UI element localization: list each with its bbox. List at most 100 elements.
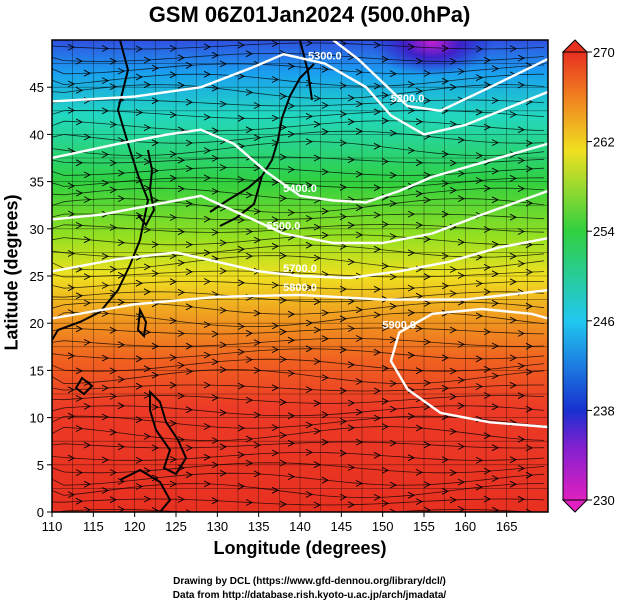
wind-arrow — [177, 330, 186, 337]
colorbar-ticks: 230 238 246 254 262 270 — [587, 45, 615, 508]
wind-arrow — [491, 196, 500, 204]
wind-arrow — [237, 279, 246, 287]
wind-arrow — [271, 424, 280, 432]
wind-arrow — [407, 147, 416, 154]
wind-arrow — [109, 496, 118, 504]
wind-arrow — [237, 348, 246, 356]
wind-arrow — [101, 354, 110, 362]
wind-arrow — [441, 456, 450, 464]
colorbar-tick-label: 270 — [593, 45, 615, 60]
wind-arrow — [321, 231, 330, 239]
streamline — [52, 84, 545, 100]
streamline — [52, 141, 545, 157]
wind-arrow — [415, 221, 424, 229]
contour-line — [52, 53, 548, 136]
wind-arrow — [347, 118, 356, 126]
wind-arrow — [177, 288, 186, 296]
wind-arrow — [279, 194, 288, 202]
wind-arrow — [151, 507, 160, 512]
wind-arrow — [75, 86, 84, 94]
wind-arrow — [373, 211, 382, 219]
wind-arrow — [211, 84, 220, 92]
wind-arrow — [245, 50, 254, 58]
wind-arrow — [475, 483, 484, 491]
wind-arrow — [457, 443, 466, 450]
wind-arrow — [117, 298, 126, 306]
streamline — [52, 63, 545, 75]
wind-arrow — [517, 126, 526, 134]
wind-arrow — [457, 340, 466, 348]
wind-arrow — [67, 210, 76, 218]
wind-arrow — [457, 272, 466, 279]
wind-arrow — [441, 487, 450, 495]
wind-arrow — [83, 196, 92, 204]
wind-arrow — [135, 45, 144, 53]
wind-arrow — [321, 128, 330, 136]
wind-arrow — [203, 351, 212, 359]
wind-arrow — [253, 470, 262, 478]
coastline-taiwan — [136, 306, 148, 339]
wind-arrow — [457, 478, 466, 486]
wind-arrow — [143, 432, 152, 440]
wind-arrow — [517, 260, 526, 268]
wind-arrow — [509, 381, 518, 389]
wind-arrow — [517, 495, 526, 503]
coastlines — [52, 40, 315, 512]
wind-arrow — [279, 500, 288, 508]
wind-arrow — [279, 328, 288, 336]
wind-arrow — [237, 216, 246, 224]
wind-arrow — [305, 112, 314, 120]
wind-arrow — [143, 328, 152, 336]
wind-arrow — [143, 365, 152, 373]
wind-arrow — [135, 382, 144, 390]
wind-arrow — [491, 299, 500, 307]
wind-arrow — [305, 181, 314, 189]
wind-arrow — [423, 235, 432, 243]
y-tick-label: 20 — [30, 316, 44, 331]
wind-arrow — [75, 159, 84, 167]
wind-arrow — [347, 258, 356, 266]
wind-arrow — [177, 228, 186, 236]
contour-line — [52, 237, 548, 280]
wind-arrow — [373, 311, 382, 319]
wind-arrow — [449, 428, 458, 435]
wind-arrow — [245, 228, 254, 236]
wind-arrow — [381, 262, 390, 270]
wind-arrow — [457, 238, 466, 246]
credit-dcl: Drawing by DCL (https://www.gfd-dennou.o… — [173, 576, 446, 587]
wind-arrow — [67, 284, 76, 292]
wind-arrow — [423, 506, 432, 512]
wind-arrow — [143, 288, 152, 296]
wind-arrow — [339, 493, 348, 501]
wind-arrow — [109, 428, 118, 436]
streamline — [52, 498, 545, 506]
colorbar: 230 238 246 254 262 270 — [561, 39, 615, 513]
wind-arrow — [237, 323, 246, 330]
wind-arrow — [381, 466, 390, 474]
wind-arrow — [449, 469, 458, 477]
coastline-asia — [52, 40, 150, 341]
wind-arrow — [67, 491, 76, 499]
wind-arrow — [339, 417, 348, 425]
wind-arrow — [245, 252, 254, 260]
streamline — [52, 483, 544, 499]
wind-arrow — [203, 321, 212, 329]
wind-arrow — [449, 186, 458, 194]
wind-arrow — [151, 64, 160, 72]
y-tick-label: 0 — [37, 505, 44, 520]
wind-arrow — [219, 469, 228, 477]
wind-arrow — [389, 380, 398, 387]
wind-arrow — [305, 284, 314, 291]
wind-arrow — [237, 382, 246, 390]
wind-arrow — [185, 268, 194, 276]
wind-arrow — [423, 97, 432, 105]
wind-arrow — [287, 102, 296, 110]
wind-arrow — [313, 326, 322, 334]
wind-arrow — [525, 302, 534, 310]
wind-arrow — [143, 495, 152, 503]
wind-arrow — [151, 444, 160, 452]
contour-line — [332, 40, 548, 112]
wind-arrow — [381, 55, 390, 63]
wind-arrow — [407, 454, 416, 462]
colorbar-scale — [562, 51, 588, 501]
